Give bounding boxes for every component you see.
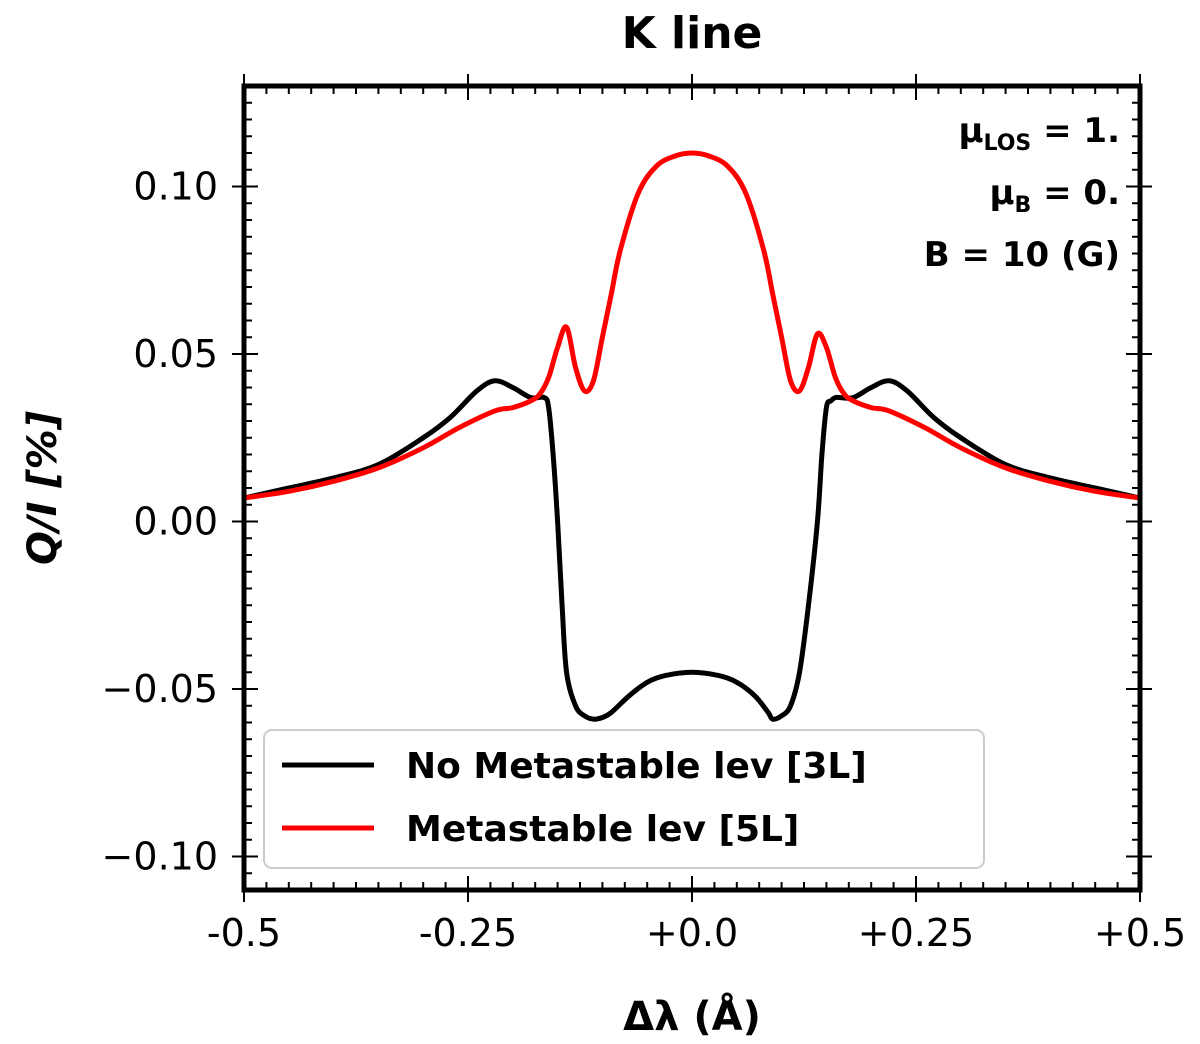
- y-tick-label: −0.10: [102, 835, 218, 879]
- plot-frame: [241, 83, 1143, 893]
- x-tick-labels: -0.5 -0.25 +0.0 +0.25 +0.5: [207, 911, 1186, 955]
- legend-label-3l: No Metastable lev [3L]: [406, 746, 867, 787]
- chart-title: K line: [622, 8, 763, 59]
- x-tick-label: +0.5: [1094, 911, 1186, 955]
- annotation-field: B = 10 (G): [924, 235, 1120, 275]
- y-tick-label: 0.05: [133, 332, 218, 376]
- y-axis-label: Q/I [%]: [20, 411, 66, 565]
- y-tick-label: −0.05: [102, 667, 218, 711]
- x-axis-label: Δλ (Å): [623, 991, 761, 1040]
- series-line-5l: [243, 150, 1141, 501]
- annotation-mu-los: μLOS = 1.: [958, 111, 1120, 156]
- annotation-mu-b: μB = 0.: [989, 173, 1120, 218]
- x-tick-label: +0.0: [646, 911, 738, 955]
- y-tick-labels: 0.10 0.05 0.00 −0.05 −0.10: [102, 165, 218, 879]
- x-tick-label: -0.5: [207, 911, 281, 955]
- x-tick-label: -0.25: [419, 911, 517, 955]
- series-layer: [243, 150, 1141, 722]
- y-tick-label: 0.10: [133, 165, 218, 209]
- legend-box: [263, 729, 985, 869]
- x-tick-label: +0.25: [858, 911, 974, 955]
- legend: No Metastable lev [3L] Metastable lev [5…: [263, 729, 985, 869]
- y-tick-label: 0.00: [133, 500, 218, 544]
- legend-label-5l: Metastable lev [5L]: [406, 809, 799, 850]
- series-line-3l: [243, 378, 1141, 722]
